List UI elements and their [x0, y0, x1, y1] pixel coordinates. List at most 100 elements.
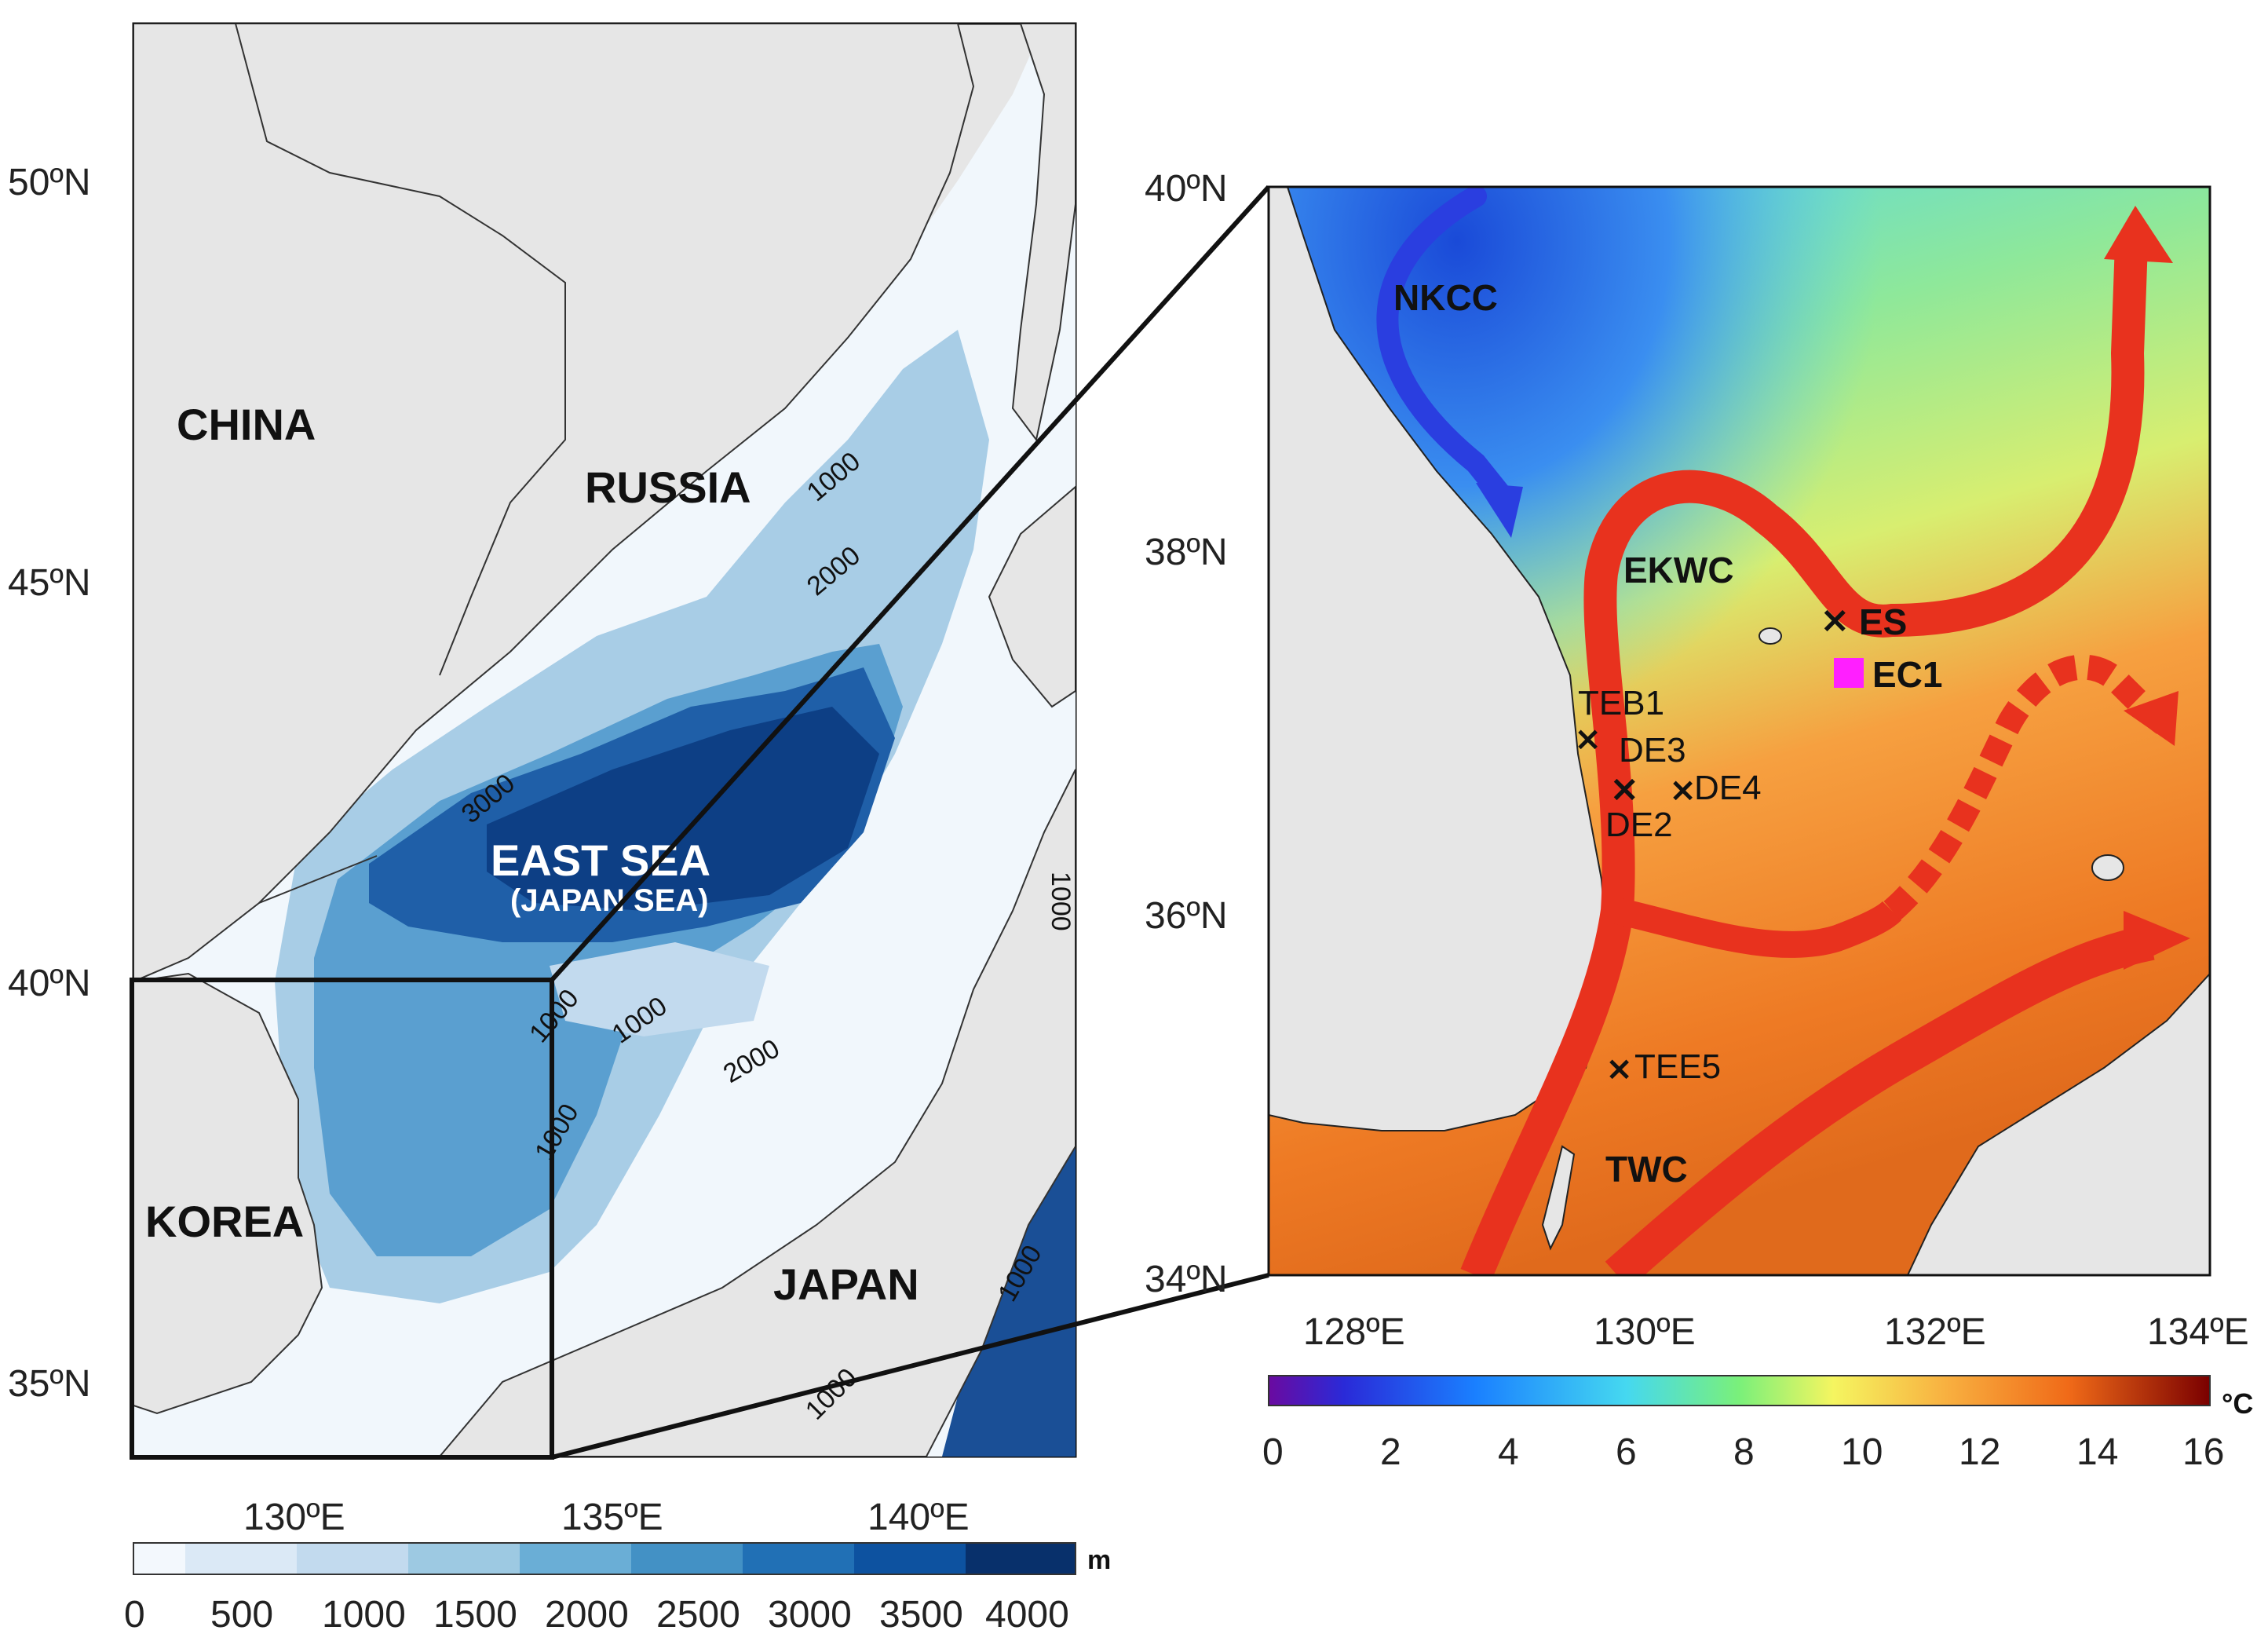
- depth-tick: 2000: [545, 1594, 629, 1634]
- depth-tick: 0: [124, 1594, 145, 1634]
- label-japan: JAPAN: [773, 1259, 919, 1309]
- sst-tick: 10: [1841, 1431, 1883, 1473]
- lat-tick: 38ºN: [1145, 532, 1228, 573]
- depth-colorbar: m 0 500 1000 1500 2000 2500 3000 3500 40…: [124, 1542, 1111, 1634]
- left-lat-axis: 50ºN 45ºN 40ºN 35ºN: [8, 162, 91, 1405]
- sst-colorbar-gradient: [1268, 1375, 2211, 1406]
- station-marker: ×: [1609, 767, 1640, 810]
- label-ekwc: EKWC: [1623, 550, 1734, 590]
- depth-tick: 500: [210, 1594, 273, 1634]
- depth-bin: [854, 1543, 966, 1574]
- twc-arrow: [1605, 924, 2155, 1275]
- lat-tick: 35ºN: [8, 1363, 91, 1405]
- lat-tick: 36ºN: [1145, 895, 1228, 937]
- depth-3500: [487, 707, 879, 911]
- offshore-branch: [1614, 897, 1902, 958]
- depth-bin: [743, 1543, 854, 1574]
- tsushima-island: [1541, 1145, 1576, 1251]
- nkcc-arrowhead: [1476, 483, 1523, 538]
- label-twc: TWC: [1605, 1149, 1688, 1190]
- right-map-border: [1267, 185, 2211, 1277]
- station-label-de3: DE3: [1619, 731, 1686, 769]
- right-lat-axis: 40ºN 38ºN 36ºN 34ºN: [1145, 168, 1228, 1300]
- lon-tick: 134ºE: [2147, 1311, 2249, 1353]
- sst-tick: 4: [1498, 1431, 1519, 1473]
- lat-tick: 50ºN: [8, 162, 91, 203]
- lat-tick: 40ºN: [8, 963, 91, 1004]
- lon-tick: 135ºE: [561, 1497, 663, 1538]
- station-label: EC1: [1872, 654, 1942, 695]
- station-label-de4: DE4: [1694, 769, 1762, 807]
- station-label: ES: [1859, 601, 1907, 642]
- bathymetry-map: 1000 2000 3000 1000 1000 2000 1000 1000 …: [8, 22, 1077, 1538]
- depth-bin: [631, 1543, 743, 1574]
- nkcc-arrow: [1376, 187, 1518, 514]
- sst-unit: °C: [2222, 1387, 2253, 1420]
- offshore-branch-dashed: [1883, 654, 2181, 921]
- korea-peninsula: [133, 972, 323, 1415]
- depth-tick: 4000: [985, 1594, 1069, 1634]
- depth-tick: 3000: [768, 1594, 852, 1634]
- lat-tick: 40ºN: [1145, 168, 1228, 210]
- depth-tick: 1500: [433, 1594, 517, 1634]
- station-label: TEB1: [1578, 684, 1664, 722]
- sst-tick: 16: [2182, 1431, 2224, 1473]
- hokkaido: [988, 485, 1076, 708]
- sst-map: NKCC EKWC TWC × ES EC1 × TEB1 × × DE3 DE…: [1145, 168, 2249, 1353]
- station-marker: ×: [1669, 770, 1696, 809]
- station-es: × ES: [1820, 598, 1907, 642]
- depth-bin: [520, 1543, 631, 1574]
- sst-tick: 0: [1262, 1431, 1284, 1473]
- sst-tick: 12: [1959, 1431, 2000, 1473]
- sst-tick: 8: [1733, 1431, 1755, 1473]
- sakhalin: [1011, 24, 1076, 442]
- inset-box: [130, 978, 554, 1460]
- label-china: CHINA: [177, 400, 316, 449]
- ekwc-arrow: [1460, 243, 2148, 1275]
- yamato-rise: [550, 942, 769, 1036]
- korea-coast-land: [1269, 187, 1611, 1131]
- station-marker: ×: [1605, 1049, 1633, 1088]
- station-tee5: × TEE5: [1605, 1047, 1721, 1088]
- sst-colorbar: °C 0 2 4 6 8 10 12 14 16: [1262, 1375, 2253, 1473]
- lon-tick: 140ºE: [867, 1497, 970, 1538]
- station-ec1: EC1: [1834, 654, 1942, 695]
- depth-colorbar-frame: [133, 1542, 1076, 1575]
- ec1-marker: [1834, 658, 1864, 688]
- japan-trench-deep: [942, 1139, 1076, 1457]
- twc-arrowhead: [2124, 911, 2190, 970]
- station-de: × × DE3 DE4 DE2: [1605, 731, 1762, 844]
- depth-bin: [297, 1543, 408, 1574]
- japan-coast-land: [1906, 972, 2210, 1275]
- station-label-de2: DE2: [1605, 806, 1673, 844]
- depth-tick: 2500: [656, 1594, 740, 1634]
- oki-island: [2091, 854, 2124, 881]
- japan-islands: [438, 769, 1076, 1457]
- sst-tick: 2: [1380, 1431, 1401, 1473]
- contour-label: 1000: [1046, 872, 1076, 931]
- label-korea: KOREA: [145, 1197, 304, 1246]
- lon-tick: 130ºE: [1594, 1311, 1696, 1353]
- lon-tick: 130ºE: [243, 1497, 345, 1538]
- lat-tick: 34ºN: [1145, 1259, 1228, 1300]
- depth-bin: [185, 1543, 297, 1574]
- left-lon-axis: 130ºE 135ºE 140ºE: [243, 1497, 970, 1538]
- depth-bin: [133, 1543, 185, 1574]
- station-teb1: × TEB1: [1574, 684, 1664, 758]
- country-borders: [235, 24, 566, 904]
- sst-tick: 14: [2076, 1431, 2118, 1473]
- depth-tick: 1000: [322, 1594, 406, 1634]
- depth-bin: [966, 1543, 1076, 1574]
- zoom-connector-bottom: [551, 1273, 1269, 1460]
- station-marker: ×: [1574, 719, 1601, 758]
- depth-unit: m: [1087, 1545, 1111, 1575]
- lon-tick: 128ºE: [1303, 1311, 1405, 1353]
- depth-bin: [408, 1543, 520, 1574]
- offshore-arrowhead: [2124, 691, 2179, 746]
- depth-tick: 3500: [879, 1594, 963, 1634]
- lat-tick: 45ºN: [8, 562, 91, 604]
- lon-tick: 132ºE: [1884, 1311, 1986, 1353]
- zoom-connector-top: [550, 185, 1271, 982]
- label-nkcc: NKCC: [1393, 277, 1498, 318]
- label-russia: RUSSIA: [585, 462, 751, 512]
